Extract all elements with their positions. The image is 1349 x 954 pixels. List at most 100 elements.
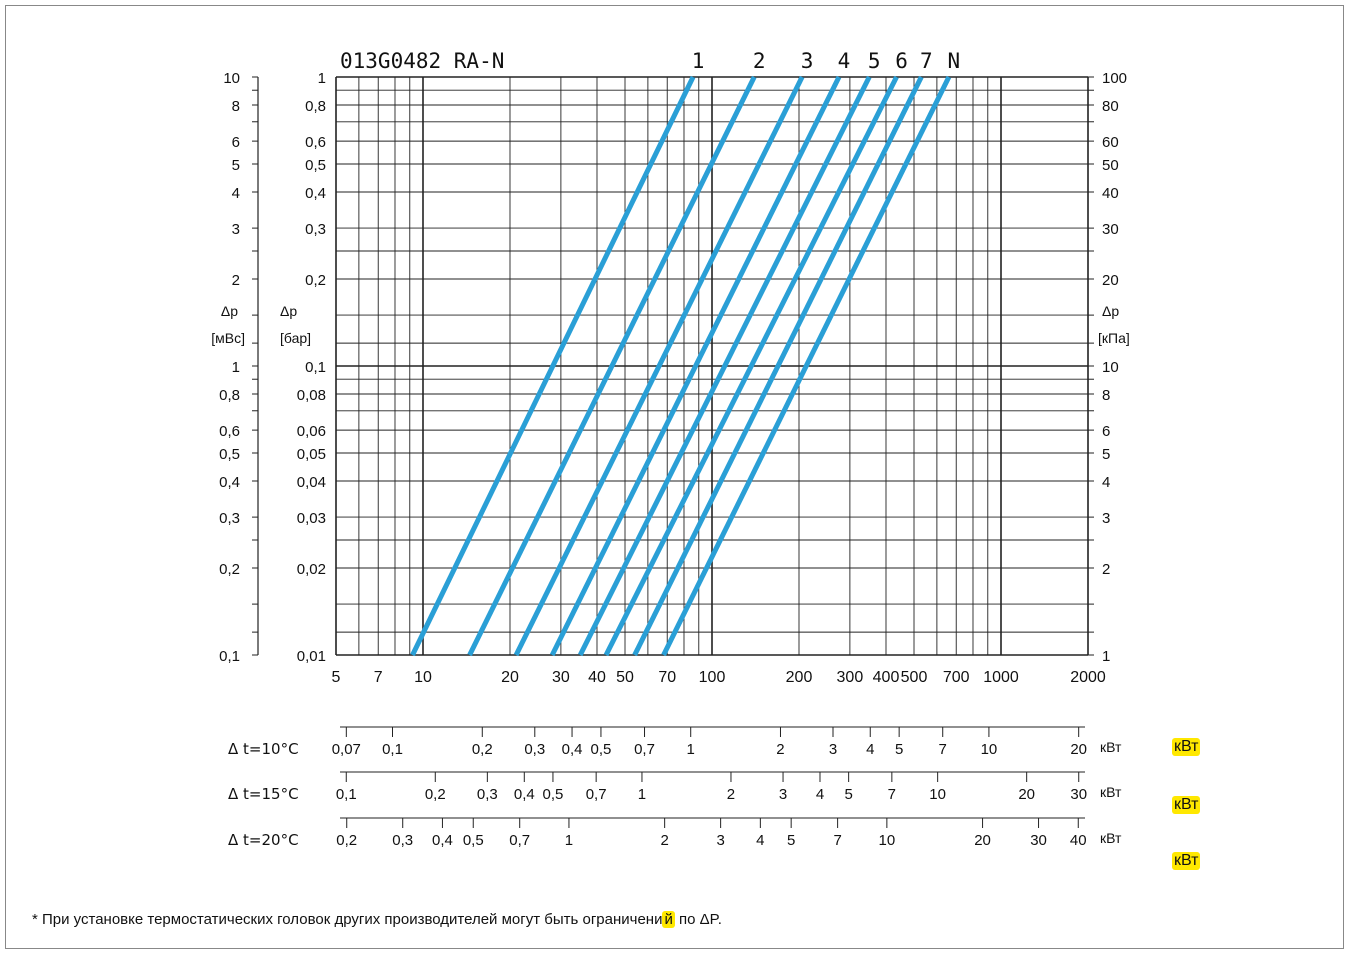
series-label-6: 6 bbox=[895, 49, 908, 73]
x-tick-label: 200 bbox=[786, 669, 813, 686]
power-scale-tick-label: 2 bbox=[776, 741, 784, 758]
power-scale-tick-label: 0,4 bbox=[432, 832, 453, 849]
power-scale-tick-label: 1 bbox=[638, 786, 646, 803]
y-tick-label-kpa: 5 bbox=[1102, 446, 1110, 463]
power-scale-label: Δ t=15°C bbox=[228, 785, 299, 803]
x-tick-label: 500 bbox=[901, 669, 928, 686]
series-line-7 bbox=[632, 75, 924, 657]
power-scale-tick-label: 1 bbox=[565, 832, 573, 849]
x-tick-label: 2000 bbox=[1070, 669, 1106, 686]
y-tick-label-kpa: 100 bbox=[1102, 70, 1127, 87]
y-tick-label-kpa: 1 bbox=[1102, 648, 1110, 665]
y-tick-label-mwc: 2 bbox=[232, 272, 240, 289]
y-tick-label-bar: 0,2 bbox=[305, 272, 326, 289]
x-tick-label: 50 bbox=[616, 669, 634, 686]
y-tick-label-bar: 0,6 bbox=[305, 134, 326, 151]
series-line-N bbox=[661, 75, 952, 657]
y-tick-label-bar: 0,02 bbox=[297, 561, 326, 578]
y-tick-label-bar: 0,01 bbox=[297, 648, 326, 665]
power-scale-tick-label: 0,7 bbox=[634, 741, 655, 758]
x-tick-label: 40 bbox=[588, 669, 606, 686]
y-unit-bar: [бар] bbox=[280, 330, 311, 346]
x-tick-label: 100 bbox=[699, 669, 726, 686]
y-tick-label-kpa: 20 bbox=[1102, 272, 1119, 289]
x-tick-label: 30 bbox=[552, 669, 570, 686]
y-tick-label-bar: 0,08 bbox=[297, 387, 326, 404]
power-scale-tick-label: 0,2 bbox=[336, 832, 357, 849]
power-scale-tick-label: 4 bbox=[816, 786, 824, 803]
power-scale-tick-label: 0,2 bbox=[425, 786, 446, 803]
y-tick-label-bar: 0,05 bbox=[297, 446, 326, 463]
y-label-kpa: Δp bbox=[1102, 303, 1119, 319]
x-tick-label: 20 bbox=[501, 669, 519, 686]
series-label-2: 2 bbox=[753, 49, 766, 73]
y-tick-label-bar: 0,06 bbox=[297, 423, 326, 440]
power-scale-tick-label: 0,1 bbox=[382, 741, 403, 758]
power-scale-label: Δ t=10°C bbox=[228, 740, 299, 758]
x-tick-label: 10 bbox=[414, 669, 432, 686]
footnote-highlight: й bbox=[662, 911, 675, 928]
y-tick-label-bar: 0,4 bbox=[305, 185, 326, 202]
y-tick-label-mwc: 0,2 bbox=[219, 561, 240, 578]
x-tick-label: 7 bbox=[374, 669, 383, 686]
chart-grid bbox=[252, 76, 1094, 828]
power-scale-tick-label: 7 bbox=[939, 741, 947, 758]
power-scale-tick-label: 0,1 bbox=[336, 786, 357, 803]
y-tick-label-mwc: 0,6 bbox=[219, 423, 240, 440]
chart-series bbox=[410, 75, 952, 657]
power-scale-tick-label: 7 bbox=[888, 786, 896, 803]
footnote-suffix: по ΔP. bbox=[674, 911, 722, 928]
unit-highlight-3: кВт bbox=[1172, 852, 1201, 870]
y-tick-label-mwc: 3 bbox=[232, 221, 240, 238]
y-tick-label-mwc: 0,4 bbox=[219, 474, 240, 491]
y-tick-label-mwc: 0,8 bbox=[219, 387, 240, 404]
y-tick-label-kpa: 8 bbox=[1102, 387, 1110, 404]
power-scale-tick-label: 2 bbox=[660, 832, 668, 849]
power-scale-tick-label: 4 bbox=[866, 741, 874, 758]
series-label-7: 7 bbox=[920, 49, 933, 73]
power-scale-tick-label: 0,2 bbox=[472, 741, 493, 758]
power-scale-tick-label: 30 bbox=[1070, 786, 1087, 803]
power-scale-tick-label: 0,4 bbox=[562, 741, 583, 758]
x-tick-label: 700 bbox=[943, 669, 970, 686]
y-tick-label-bar: 1 bbox=[318, 70, 326, 87]
x-tick-label: 1000 bbox=[983, 669, 1019, 686]
power-scale-tick-label: 10 bbox=[929, 786, 946, 803]
y-tick-label-kpa: 3 bbox=[1102, 510, 1110, 527]
y-tick-label-kpa: 6 bbox=[1102, 423, 1110, 440]
y-tick-label-kpa: 2 bbox=[1102, 561, 1110, 578]
y-tick-label-mwc: 0,1 bbox=[219, 648, 240, 665]
y-tick-label-kpa: 80 bbox=[1102, 98, 1119, 115]
power-scale-label: Δ t=20°C bbox=[228, 831, 299, 849]
power-scale-tick-label: 20 bbox=[1018, 786, 1035, 803]
power-scale-tick-label: 0,4 bbox=[514, 786, 535, 803]
y-tick-label-mwc: 6 bbox=[232, 134, 240, 151]
y-tick-label-bar: 0,5 bbox=[305, 157, 326, 174]
power-scale-tick-label: 20 bbox=[974, 832, 991, 849]
y-tick-label-mwc: 0,5 bbox=[219, 446, 240, 463]
y-tick-label-bar: 0,3 bbox=[305, 221, 326, 238]
power-scale-tick-label: 0,3 bbox=[392, 832, 413, 849]
footnote-text: * При установке термостатических головок… bbox=[32, 911, 663, 928]
power-scale-tick-label: 10 bbox=[879, 832, 896, 849]
power-scale-tick-label: 0,5 bbox=[543, 786, 564, 803]
power-scale-tick-label: 30 bbox=[1030, 832, 1047, 849]
y-tick-label-bar: 0,03 bbox=[297, 510, 326, 527]
y-tick-label-kpa: 4 bbox=[1102, 474, 1110, 491]
x-tick-label: 5 bbox=[332, 669, 341, 686]
y-tick-label-kpa: 10 bbox=[1102, 359, 1119, 376]
power-scale-tick-label: 4 bbox=[756, 832, 764, 849]
power-scale-tick-label: 0,3 bbox=[524, 741, 545, 758]
power-scale-tick-label: 0,07 bbox=[332, 741, 361, 758]
series-label-N: N bbox=[948, 49, 961, 73]
power-scale-tick-label: 10 bbox=[981, 741, 998, 758]
power-scale-tick-label: 5 bbox=[844, 786, 852, 803]
unit-highlight-1: кВт bbox=[1172, 738, 1201, 756]
power-scale-unit: кВт bbox=[1100, 784, 1122, 800]
x-tick-label: 300 bbox=[837, 669, 864, 686]
y-tick-label-kpa: 50 bbox=[1102, 157, 1119, 174]
power-scale-tick-label: 0,5 bbox=[591, 741, 612, 758]
footnote: * При установке термостатических головок… bbox=[32, 911, 722, 928]
series-line-4 bbox=[549, 75, 842, 657]
x-tick-label: 400 bbox=[873, 669, 900, 686]
